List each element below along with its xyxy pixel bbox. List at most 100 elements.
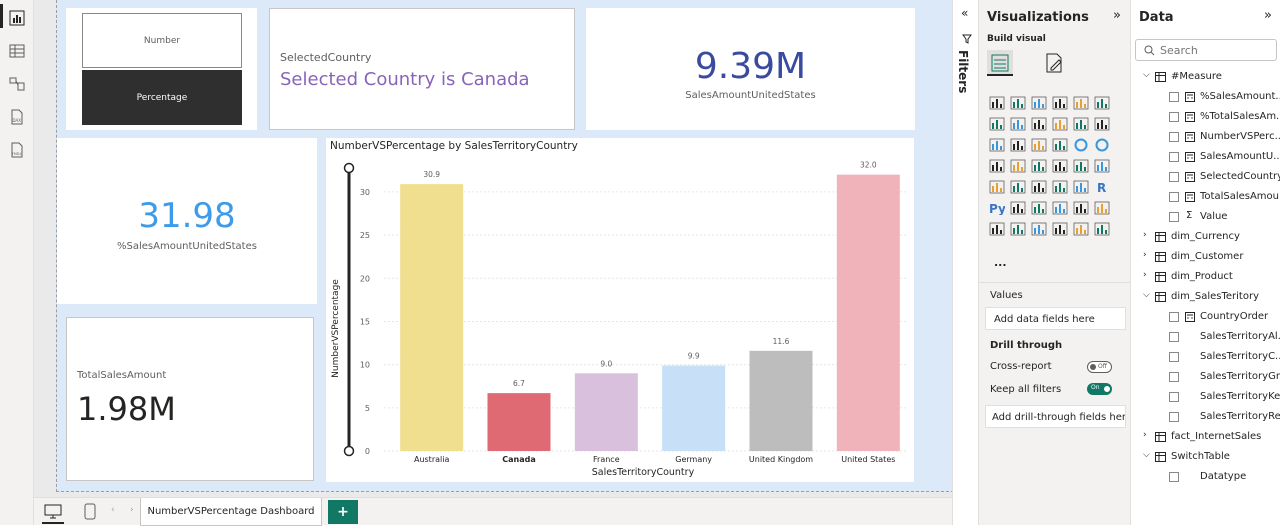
next-page-icon[interactable]: › bbox=[130, 505, 134, 515]
chevron-down-icon[interactable]: ⌵ bbox=[1143, 450, 1150, 460]
table-view-icon[interactable] bbox=[9, 43, 25, 59]
more-visuals-icon[interactable]: ... bbox=[994, 256, 1007, 269]
collapse-visualizations-icon[interactable]: » bbox=[1113, 8, 1121, 23]
area-icon[interactable] bbox=[1010, 117, 1026, 131]
narrative-icon[interactable] bbox=[1073, 201, 1089, 215]
chevron-right-icon[interactable]: › bbox=[1143, 430, 1147, 440]
selected-country-card[interactable]: SelectedCountry Selected Country is Cana… bbox=[269, 8, 575, 130]
clustered-column-icon[interactable] bbox=[1052, 96, 1068, 110]
line-icon[interactable] bbox=[989, 117, 1005, 131]
filters-pane-collapsed[interactable]: « Filters bbox=[952, 0, 978, 525]
field-checkbox[interactable] bbox=[1169, 92, 1179, 102]
add-page-button[interactable]: + bbox=[328, 500, 358, 524]
field-checkbox[interactable] bbox=[1169, 172, 1179, 182]
expand-filters-icon[interactable]: « bbox=[961, 6, 969, 20]
stacked-column-icon[interactable] bbox=[1010, 96, 1026, 110]
field-checkbox[interactable] bbox=[1169, 212, 1179, 222]
funnel-icon[interactable] bbox=[1031, 138, 1047, 152]
y-tick-label: 5 bbox=[365, 404, 370, 413]
filled-map-icon[interactable] bbox=[1031, 159, 1047, 173]
total-sales-kpi-card[interactable]: TotalSalesAmount 1.98M bbox=[66, 317, 314, 481]
field-checkbox[interactable] bbox=[1169, 132, 1179, 142]
r-visual-icon[interactable]: R bbox=[1094, 180, 1110, 194]
diamond-icon[interactable] bbox=[1073, 222, 1089, 236]
desktop-layout-icon[interactable] bbox=[44, 504, 62, 520]
chevron-right-icon[interactable]: › bbox=[1143, 270, 1147, 280]
power-apps-icon[interactable] bbox=[989, 222, 1005, 236]
100-column-icon[interactable] bbox=[1094, 96, 1110, 110]
search-box[interactable] bbox=[1135, 39, 1277, 61]
field-checkbox[interactable] bbox=[1169, 312, 1179, 322]
field-checkbox[interactable] bbox=[1169, 412, 1179, 422]
keep-filters-toggle[interactable]: On bbox=[1087, 383, 1112, 395]
field-checkbox[interactable] bbox=[1169, 392, 1179, 402]
field-checkbox[interactable] bbox=[1169, 372, 1179, 382]
100-bar-icon[interactable] bbox=[1073, 96, 1089, 110]
build-visual-tab[interactable] bbox=[987, 50, 1013, 76]
field-checkbox[interactable] bbox=[1169, 152, 1179, 162]
matrix-icon[interactable] bbox=[1073, 180, 1089, 194]
stacked-bar-icon[interactable] bbox=[989, 96, 1005, 110]
shape-map-icon[interactable] bbox=[1052, 222, 1068, 236]
field-checkbox[interactable] bbox=[1169, 192, 1179, 202]
clustered-bar-icon[interactable] bbox=[1031, 96, 1047, 110]
ribbon-icon[interactable] bbox=[1052, 117, 1068, 131]
multirow-card-icon[interactable] bbox=[989, 180, 1005, 194]
scatter-icon[interactable] bbox=[1052, 138, 1068, 152]
line-column-icon[interactable] bbox=[1073, 117, 1089, 131]
chevron-right-icon[interactable]: › bbox=[1143, 230, 1147, 240]
slicer-option-number[interactable]: Number bbox=[82, 13, 242, 68]
table-name: dim_Currency bbox=[1171, 231, 1240, 242]
prev-page-icon[interactable]: ‹ bbox=[111, 505, 115, 515]
line-clustered-icon[interactable] bbox=[1094, 117, 1110, 131]
key-influencers-icon[interactable] bbox=[1010, 201, 1026, 215]
chevron-right-icon[interactable]: › bbox=[1143, 250, 1147, 260]
cross-report-toggle[interactable]: Off bbox=[1087, 361, 1112, 373]
bar-chart-card[interactable]: NumberVSPercentage by SalesTerritoryCoun… bbox=[326, 138, 914, 482]
field-checkbox[interactable] bbox=[1169, 472, 1179, 482]
collapse-data-icon[interactable]: » bbox=[1264, 8, 1272, 23]
us-pct-value: 31.98 bbox=[138, 196, 236, 236]
us-pct-label: %SalesAmountUnitedStates bbox=[117, 241, 257, 252]
tmdl-view-icon[interactable]: TMDL bbox=[9, 142, 25, 158]
chevrons-icon[interactable] bbox=[1094, 222, 1110, 236]
metrics-icon[interactable] bbox=[1031, 222, 1047, 236]
funnel-column-icon[interactable] bbox=[1010, 138, 1026, 152]
donut-icon[interactable] bbox=[1094, 138, 1110, 152]
python-visual-icon[interactable]: Py bbox=[989, 201, 1005, 215]
treemap-icon[interactable] bbox=[989, 159, 1005, 173]
stacked-area-icon[interactable] bbox=[1031, 117, 1047, 131]
model-view-icon[interactable] bbox=[9, 76, 25, 92]
field-checkbox[interactable] bbox=[1169, 332, 1179, 342]
card-icon[interactable] bbox=[1094, 159, 1110, 173]
dax-query-view-icon[interactable]: DAX bbox=[9, 109, 25, 125]
report-view-icon[interactable] bbox=[9, 10, 25, 26]
field-checkbox[interactable] bbox=[1169, 352, 1179, 362]
pie-icon[interactable] bbox=[1073, 138, 1089, 152]
build-visual-label: Build visual bbox=[987, 34, 1046, 44]
kpi-icon[interactable] bbox=[1010, 180, 1026, 194]
chevron-down-icon[interactable]: ⌵ bbox=[1143, 70, 1150, 80]
azure-map-icon[interactable] bbox=[1052, 159, 1068, 173]
tab-numbervspercentage-dashboard[interactable]: NumberVSPercentage Dashboard bbox=[140, 498, 322, 526]
waterfall-icon[interactable] bbox=[989, 138, 1005, 152]
us-sales-kpi-card[interactable]: 9.39M SalesAmountUnitedStates bbox=[586, 8, 915, 130]
format-visual-icon[interactable] bbox=[1043, 52, 1065, 74]
us-pct-kpi-card[interactable]: 31.98 %SalesAmountUnitedStates bbox=[57, 138, 317, 304]
map-icon[interactable] bbox=[1010, 159, 1026, 173]
power-automate-icon[interactable] bbox=[1010, 222, 1026, 236]
chevron-down-icon[interactable]: ⌵ bbox=[1143, 290, 1150, 300]
mobile-layout-icon[interactable] bbox=[84, 503, 96, 520]
search-input[interactable] bbox=[1160, 42, 1270, 58]
decomposition-tree-icon[interactable] bbox=[1031, 201, 1047, 215]
gauge-icon[interactable] bbox=[1073, 159, 1089, 173]
slicer-icon[interactable] bbox=[1031, 180, 1047, 194]
values-drop-zone[interactable]: Add data fields here bbox=[985, 307, 1126, 330]
slicer-option-percentage[interactable]: Percentage bbox=[82, 70, 242, 125]
table-icon[interactable] bbox=[1052, 180, 1068, 194]
field-checkbox[interactable] bbox=[1169, 112, 1179, 122]
drill-through-drop-zone[interactable]: Add drill-through fields here bbox=[985, 405, 1126, 428]
qa-icon[interactable] bbox=[1052, 201, 1068, 215]
bar bbox=[662, 365, 726, 451]
paginated-icon[interactable] bbox=[1094, 201, 1110, 215]
